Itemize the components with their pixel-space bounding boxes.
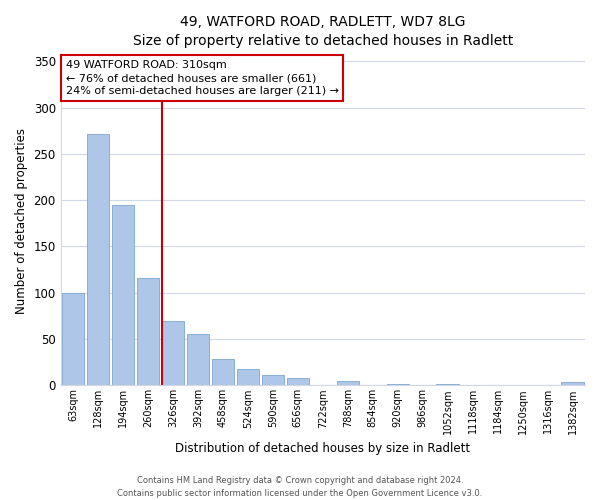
- Title: 49, WATFORD ROAD, RADLETT, WD7 8LG
Size of property relative to detached houses : 49, WATFORD ROAD, RADLETT, WD7 8LG Size …: [133, 15, 513, 48]
- X-axis label: Distribution of detached houses by size in Radlett: Distribution of detached houses by size …: [175, 442, 470, 455]
- Bar: [112, 205, 134, 386]
- Text: 49 WATFORD ROAD: 310sqm
← 76% of detached houses are smaller (661)
24% of semi-d: 49 WATFORD ROAD: 310sqm ← 76% of detache…: [66, 60, 339, 96]
- Bar: [436, 384, 459, 386]
- Bar: [62, 293, 85, 386]
- Bar: [337, 381, 359, 386]
- Bar: [287, 378, 309, 386]
- Text: Contains HM Land Registry data © Crown copyright and database right 2024.
Contai: Contains HM Land Registry data © Crown c…: [118, 476, 482, 498]
- Bar: [262, 375, 284, 386]
- Bar: [137, 278, 159, 386]
- Bar: [561, 382, 584, 386]
- Bar: [187, 334, 209, 386]
- Bar: [87, 134, 109, 386]
- Bar: [212, 358, 234, 386]
- Y-axis label: Number of detached properties: Number of detached properties: [15, 128, 28, 314]
- Bar: [162, 320, 184, 386]
- Bar: [386, 384, 409, 386]
- Bar: [236, 368, 259, 386]
